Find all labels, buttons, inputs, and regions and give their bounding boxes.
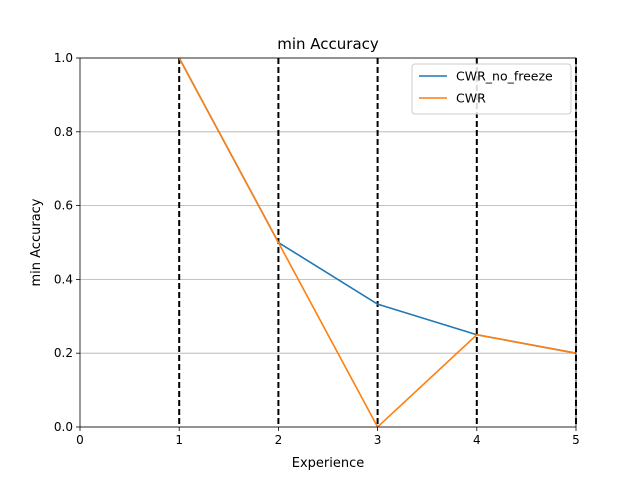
y-tick-label: 1.0 [54, 51, 73, 65]
x-tick-label: 0 [76, 433, 84, 447]
y-tick-label: 0.4 [54, 272, 73, 286]
x-axis-label: Experience [292, 456, 365, 471]
y-axis-label: min Accuracy [29, 198, 44, 286]
y-tick-label: 0.6 [54, 199, 73, 213]
chart-title: min Accuracy [277, 35, 379, 53]
x-tick-label: 1 [175, 433, 183, 447]
x-tick-label: 3 [374, 433, 382, 447]
y-tick-label: 0.0 [54, 420, 73, 434]
x-axis-ticks: 0 1 2 3 4 5 [76, 427, 580, 447]
x-tick-label: 2 [275, 433, 283, 447]
plot-frame [79, 57, 577, 428]
legend-entry-label: CWR [456, 91, 486, 106]
legend-entry-label: CWR_no_freeze [456, 69, 553, 84]
y-axis-ticks: 0.0 0.2 0.4 0.6 0.8 1.0 [54, 51, 80, 434]
legend-box [411, 63, 572, 115]
x-tick-label: 4 [473, 433, 481, 447]
x-tick-label: 5 [572, 433, 580, 447]
y-tick-label: 0.8 [54, 125, 73, 139]
legend: CWR_no_freeze CWR [411, 63, 572, 115]
y-tick-label: 0.2 [54, 346, 73, 360]
